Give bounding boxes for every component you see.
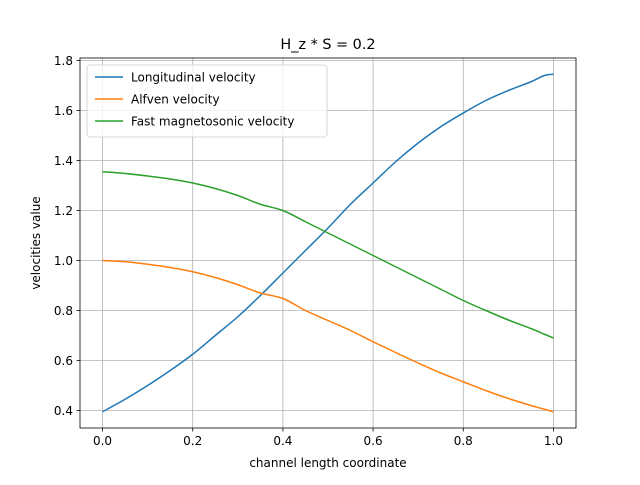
x-tick-label: 0.2 <box>183 434 202 448</box>
legend: Longitudinal velocity Alfven velocity Fast… <box>86 64 328 138</box>
x-tick-label: 0.0 <box>93 434 112 448</box>
x-axis-label: channel length coordinate <box>249 456 406 470</box>
legend-label: Longitudinal velocity <box>131 71 256 85</box>
chart-title: H_z * S = 0.2 <box>280 37 375 53</box>
y-tick-label: 0.4 <box>54 404 73 418</box>
y-tick-label: 0.8 <box>54 304 73 318</box>
plot-frame <box>79 57 577 429</box>
y-axis-ticks: 0.4 0.6 0.8 1.0 1.2 1.4 1.6 1.8 <box>54 54 80 418</box>
y-tick-label: 0.6 <box>54 354 73 368</box>
y-tick-label: 1.0 <box>54 254 73 268</box>
series-line-longitudinal-velocity <box>102 73 554 413</box>
x-tick-label: 1.0 <box>544 434 563 448</box>
y-tick-label: 1.4 <box>54 154 73 168</box>
legend-label: Fast magnetosonic velocity <box>131 115 294 129</box>
x-axis-ticks: 0.0 0.2 0.4 0.6 0.8 1.0 <box>93 428 563 448</box>
x-tick-label: 0.6 <box>364 434 383 448</box>
y-tick-label: 1.6 <box>54 104 73 118</box>
legend-box <box>86 64 328 138</box>
x-tick-label: 0.8 <box>454 434 473 448</box>
y-axis-label: velocities value <box>29 196 43 289</box>
x-tick-label: 0.4 <box>273 434 292 448</box>
y-tick-label: 1.8 <box>54 54 73 68</box>
series-line-fast-magnetosonic-velocity <box>102 171 554 339</box>
legend-label: Alfven velocity <box>131 93 220 107</box>
y-tick-label: 1.2 <box>54 204 73 218</box>
series-lines <box>102 73 554 413</box>
series-line-alfven-velocity <box>102 259 554 413</box>
